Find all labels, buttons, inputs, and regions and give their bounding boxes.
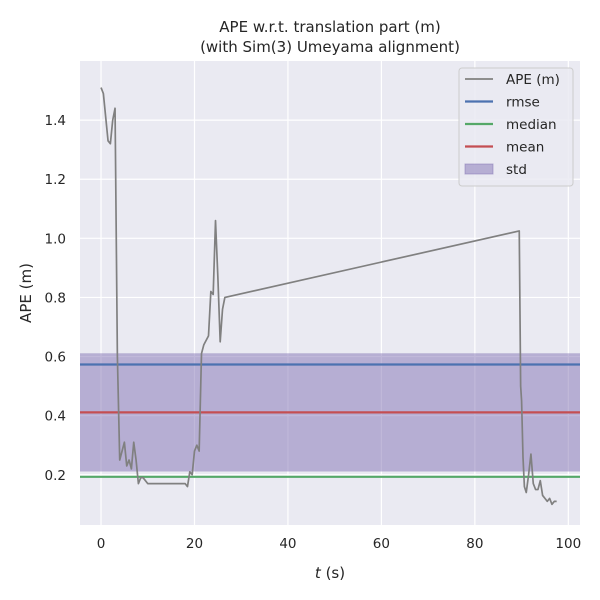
legend-label: APE (m) bbox=[506, 72, 560, 88]
chart-subtitle: (with Sim(3) Umeyama alignment) bbox=[200, 38, 460, 56]
y-tick-label: 0.2 bbox=[45, 468, 66, 484]
y-tick-label: 0.6 bbox=[45, 350, 66, 366]
legend-box bbox=[458, 67, 574, 187]
x-axis-label: t (s) bbox=[315, 564, 345, 582]
chart-title-group: APE w.r.t. translation part (m) (with Si… bbox=[200, 18, 460, 56]
legend-label: std bbox=[506, 162, 527, 178]
x-tick-label: 20 bbox=[186, 536, 203, 552]
y-tick-label: 0.8 bbox=[45, 290, 66, 306]
x-tick-label: 100 bbox=[555, 536, 581, 552]
x-tick-labels: 0 20 40 60 80 100 bbox=[97, 536, 581, 552]
legend-swatch-std bbox=[464, 163, 494, 175]
x-tick-label: 60 bbox=[373, 536, 390, 552]
chart-title: APE w.r.t. translation part (m) bbox=[219, 18, 440, 36]
x-axis-label-var: t bbox=[315, 564, 322, 582]
x-tick-label: 0 bbox=[97, 536, 106, 552]
y-tick-label: 1.0 bbox=[45, 231, 66, 247]
y-tick-labels: 0.2 0.4 0.6 0.8 1.0 1.2 1.4 bbox=[45, 113, 66, 484]
y-axis-label: APE (m) bbox=[17, 263, 35, 323]
y-tick-label: 1.4 bbox=[45, 113, 66, 129]
x-tick-label: 80 bbox=[466, 536, 483, 552]
series-group bbox=[100, 87, 557, 506]
legend-label: median bbox=[506, 117, 557, 133]
legend-label: mean bbox=[506, 140, 544, 156]
legend-label: rmse bbox=[506, 95, 540, 111]
stat-lines bbox=[80, 363, 580, 478]
x-axis-label-unit: (s) bbox=[321, 564, 345, 582]
x-tick-label: 40 bbox=[279, 536, 296, 552]
ape-series-line bbox=[100, 87, 557, 506]
y-tick-label: 1.2 bbox=[45, 172, 66, 188]
y-tick-label: 0.4 bbox=[45, 409, 66, 425]
legend: APE (m) rmse median mean std bbox=[458, 67, 574, 187]
